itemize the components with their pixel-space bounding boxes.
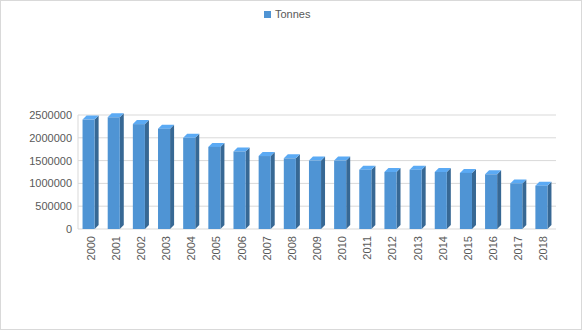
- x-tick-label: 2007: [261, 236, 273, 260]
- bar-top: [460, 169, 476, 173]
- bar-side: [397, 168, 401, 229]
- x-tick-label: 2000: [85, 236, 97, 260]
- bar-side: [497, 170, 501, 229]
- bar-side: [321, 157, 325, 229]
- bar: [485, 174, 497, 229]
- bar: [435, 172, 447, 229]
- bar-top: [485, 170, 501, 174]
- chart-container: 0 500000 1000000 1500000 2000000 2500000 2000 2…: [0, 0, 582, 330]
- y-tick-label: 1500000: [29, 155, 72, 167]
- bar-top: [284, 154, 300, 158]
- x-tick-label: 2016: [487, 236, 499, 260]
- bar: [334, 161, 346, 229]
- bar: [410, 170, 422, 229]
- bar-top: [410, 166, 426, 170]
- x-tick-label: 2009: [311, 236, 323, 260]
- x-tick-label: 2008: [286, 236, 298, 260]
- x-tick-label: 2002: [135, 236, 147, 260]
- x-tick-label: 2015: [462, 236, 474, 260]
- y-tick-label: 2500000: [29, 109, 72, 121]
- x-tick-label: 2003: [160, 236, 172, 260]
- bar-side: [547, 182, 551, 229]
- y-tick-label: 1000000: [29, 177, 72, 189]
- y-axis-line: [78, 115, 79, 229]
- bar-top: [108, 113, 124, 117]
- bar: [108, 117, 120, 229]
- x-tick-label: 2018: [537, 236, 549, 260]
- bar-top: [384, 168, 400, 172]
- bar-top: [233, 147, 249, 151]
- bar: [510, 183, 522, 229]
- bar-top: [83, 116, 99, 120]
- legend-label: Tonnes: [275, 8, 311, 20]
- bars: [83, 113, 552, 229]
- bar-side: [371, 166, 375, 229]
- bar-side: [195, 134, 199, 229]
- bar-side: [346, 157, 350, 229]
- bar-side: [246, 147, 250, 229]
- bar-side: [447, 168, 451, 229]
- y-tick-label: 500000: [35, 200, 72, 212]
- chart-frame: [1, 1, 582, 330]
- x-tick-label: 2001: [110, 236, 122, 260]
- bar-top: [510, 179, 526, 183]
- bar: [83, 120, 95, 229]
- legend: Tonnes: [264, 8, 311, 20]
- bar-top: [309, 157, 325, 161]
- bar-side: [145, 120, 149, 229]
- bar-side: [120, 113, 124, 229]
- grid-line: [78, 115, 556, 116]
- bar-top: [158, 125, 174, 129]
- bar: [133, 124, 145, 229]
- bar: [233, 151, 245, 229]
- x-tick-label: 2017: [512, 236, 524, 260]
- bar: [208, 147, 220, 229]
- x-tick-label: 2013: [412, 236, 424, 260]
- bar: [284, 158, 296, 229]
- bar-top: [334, 157, 350, 161]
- bar-side: [220, 143, 224, 229]
- bar-side: [296, 154, 300, 229]
- y-tick-label: 2000000: [29, 132, 72, 144]
- bar-top: [183, 134, 199, 138]
- x-tick-label: 2014: [437, 236, 449, 260]
- bar-top: [133, 120, 149, 124]
- x-tick-label: 2010: [336, 236, 348, 260]
- bar: [183, 138, 195, 229]
- bar-top: [259, 152, 275, 156]
- bar-side: [271, 152, 275, 229]
- bar-side: [170, 125, 174, 229]
- chart-svg: 0 500000 1000000 1500000 2000000 2500000 2000 2…: [0, 0, 582, 330]
- bar-side: [522, 179, 526, 229]
- bar-side: [422, 166, 426, 229]
- x-tick-label: 2011: [361, 236, 373, 260]
- bar-top: [535, 182, 551, 186]
- x-tick-label: 2004: [185, 236, 197, 260]
- legend-swatch: [264, 11, 271, 18]
- bar-side: [472, 169, 476, 229]
- bar: [460, 173, 472, 229]
- grid-line: [78, 137, 556, 138]
- x-tick-label: 2012: [386, 236, 398, 260]
- y-tick-label: 0: [66, 223, 72, 235]
- bar: [535, 186, 547, 229]
- bar: [259, 156, 271, 229]
- bar: [158, 129, 170, 229]
- bar: [384, 172, 396, 229]
- bar: [359, 170, 371, 229]
- bar-side: [95, 116, 99, 229]
- bar: [309, 161, 321, 229]
- bar-top: [208, 143, 224, 147]
- bar-top: [435, 168, 451, 172]
- x-tick-label: 2006: [236, 236, 248, 260]
- x-tick-label: 2005: [210, 236, 222, 260]
- bar-top: [359, 166, 375, 170]
